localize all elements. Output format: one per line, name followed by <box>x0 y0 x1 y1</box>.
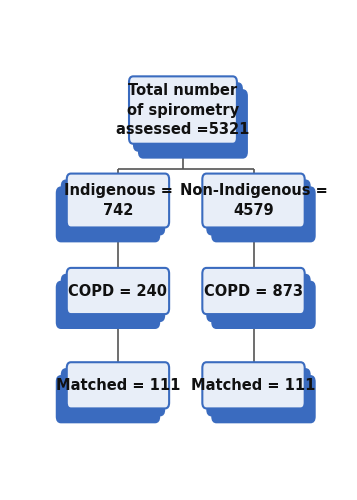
FancyBboxPatch shape <box>139 90 247 158</box>
FancyBboxPatch shape <box>207 275 310 321</box>
Text: Matched = 111: Matched = 111 <box>191 378 316 393</box>
Text: COPD = 873: COPD = 873 <box>204 284 303 298</box>
FancyBboxPatch shape <box>57 282 159 328</box>
Text: COPD = 240: COPD = 240 <box>69 284 167 298</box>
FancyBboxPatch shape <box>202 268 305 314</box>
FancyBboxPatch shape <box>57 188 159 242</box>
Text: Non-Indigenous =
4579: Non-Indigenous = 4579 <box>180 184 327 218</box>
FancyBboxPatch shape <box>202 362 305 408</box>
Text: Indigenous =
742: Indigenous = 742 <box>64 184 172 218</box>
FancyBboxPatch shape <box>129 76 237 144</box>
FancyBboxPatch shape <box>62 275 164 321</box>
FancyBboxPatch shape <box>207 180 310 234</box>
FancyBboxPatch shape <box>62 180 164 234</box>
FancyBboxPatch shape <box>62 369 164 416</box>
FancyBboxPatch shape <box>67 174 169 228</box>
FancyBboxPatch shape <box>212 376 315 422</box>
FancyBboxPatch shape <box>134 84 242 150</box>
FancyBboxPatch shape <box>212 188 315 242</box>
FancyBboxPatch shape <box>212 282 315 328</box>
Text: Total number
of spirometry
assessed =5321: Total number of spirometry assessed =532… <box>116 84 250 136</box>
FancyBboxPatch shape <box>202 174 305 228</box>
FancyBboxPatch shape <box>67 268 169 314</box>
Text: Matched = 111: Matched = 111 <box>56 378 180 393</box>
FancyBboxPatch shape <box>67 362 169 408</box>
FancyBboxPatch shape <box>57 376 159 422</box>
FancyBboxPatch shape <box>207 369 310 416</box>
